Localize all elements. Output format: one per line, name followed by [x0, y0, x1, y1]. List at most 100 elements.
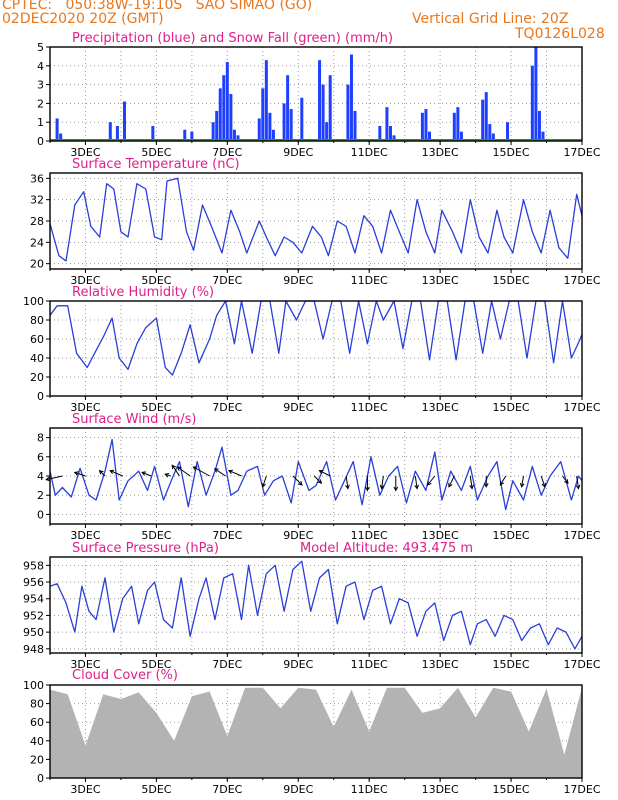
- panel-frame: [49, 172, 583, 270]
- wind-arrow-head: [45, 476, 51, 482]
- x-tick-label: 7DEC: [212, 274, 242, 287]
- precip-bar: [537, 110, 541, 141]
- wind-arrow: [562, 475, 569, 484]
- precip-bar: [183, 129, 187, 141]
- precip-bar: [222, 75, 226, 141]
- panel-title: Precipitation (blue) and Snow Fall (gree…: [72, 31, 393, 46]
- y-tick-label: 956: [23, 576, 44, 589]
- panel-title: Surface Pressure (hPa): [72, 541, 219, 556]
- panel-5: Surface Pressure (hPa) Model Altitude: 49…: [23, 541, 601, 671]
- precip-bar: [236, 135, 240, 141]
- wind-arrow: [313, 475, 322, 484]
- wind-arrow-head: [317, 479, 323, 484]
- wind-arrow: [141, 471, 152, 477]
- precip-bar: [491, 133, 495, 141]
- panel-title: Relative Humidity (%): [72, 285, 214, 300]
- wind-arrow: [193, 466, 210, 477]
- precip-bar: [349, 54, 353, 141]
- panel-4: Surface Wind (m/s) 0 2 4 6 8 3DEC 5DEC 7DEC 9DEC 1…: [37, 412, 601, 542]
- y-tick-label: 2: [37, 489, 44, 502]
- wind-arrow: [576, 475, 579, 489]
- wind-arrow-head: [261, 482, 267, 488]
- precip-bar: [452, 112, 456, 141]
- panel-frame: [49, 427, 583, 525]
- y-tick-label: 28: [30, 215, 44, 228]
- x-tick-label: 5DEC: [141, 146, 171, 159]
- precip-bar: [190, 131, 194, 141]
- series-line: [49, 300, 583, 376]
- wind-arrow-head: [483, 483, 489, 488]
- series-line: [49, 560, 583, 650]
- precip-bar: [484, 92, 488, 141]
- wind-arrow: [381, 475, 384, 489]
- precip-bar: [289, 109, 293, 141]
- precip-bar: [420, 112, 424, 141]
- y-tick-label: 20: [30, 258, 44, 271]
- wind-arrow-head: [448, 482, 453, 488]
- panel-title: Surface Temperature (nC): [72, 157, 240, 172]
- x-tick-label: 9DEC: [283, 401, 313, 414]
- precip-bar: [424, 109, 428, 141]
- precip-bar: [488, 124, 492, 141]
- x-tick-label: 7DEC: [212, 658, 242, 671]
- y-tick-label: 958: [23, 559, 44, 572]
- x-tick-label: 11DEC: [351, 658, 388, 671]
- x-tick-label: 11DEC: [351, 146, 388, 159]
- x-tick-label: 9DEC: [283, 529, 313, 542]
- wind-arrow-head: [541, 482, 547, 488]
- x-tick-label: 3DEC: [70, 401, 100, 414]
- y-tick-label: 20: [30, 371, 44, 384]
- wind-arrow: [99, 470, 106, 477]
- x-tick-label: 13DEC: [422, 274, 459, 287]
- precip-bar: [459, 131, 463, 141]
- precip-bar: [530, 65, 534, 141]
- x-tick-label: 3DEC: [70, 274, 100, 287]
- y-tick-label: 4: [37, 470, 44, 483]
- y-tick-label: 950: [23, 626, 44, 639]
- y-tick-label: 952: [23, 609, 44, 622]
- wind-arrow: [521, 475, 524, 487]
- precip-bar: [268, 112, 272, 141]
- precip-bar: [229, 94, 233, 141]
- wind-arrow: [262, 475, 267, 487]
- x-tick-label: 17DEC: [563, 146, 600, 159]
- y-tick-label: 6: [37, 451, 44, 464]
- y-tick-label: 100: [23, 679, 44, 692]
- wind-arrow: [177, 466, 191, 477]
- wind-arrow-head: [192, 466, 198, 471]
- wind-arrow-head: [469, 484, 474, 490]
- x-tick-label: 5DEC: [141, 783, 171, 796]
- panel-2: Surface Temperature (nC) 20 24 28 32 36 3DEC 5D…: [30, 157, 601, 287]
- x-tick-label: 5DEC: [141, 401, 171, 414]
- y-tick-label: 60: [30, 333, 44, 346]
- panel-title: Surface Wind (m/s): [72, 412, 196, 427]
- precip-bar: [215, 110, 219, 141]
- panel-frame: [49, 556, 583, 654]
- precip-bar: [115, 125, 119, 141]
- precip-bar: [271, 129, 275, 141]
- panel-title: Cloud Cover (%): [72, 668, 178, 683]
- wind-arrow-head: [345, 484, 350, 490]
- wind-arrow-head: [365, 486, 370, 492]
- precip-bar: [282, 103, 286, 141]
- wind-arrow-head: [213, 468, 219, 473]
- y-tick-label: 0: [37, 772, 44, 785]
- x-tick-label: 7DEC: [212, 529, 242, 542]
- x-tick-label: 5DEC: [141, 529, 171, 542]
- wind-arrow-head: [519, 482, 525, 488]
- precip-bar: [427, 131, 431, 141]
- precip-bar: [388, 125, 392, 141]
- x-tick-label: 7DEC: [212, 783, 242, 796]
- precip-bar: [211, 122, 215, 141]
- x-tick-label: 9DEC: [283, 146, 313, 159]
- precip-bar: [456, 107, 460, 141]
- x-tick-label: 3DEC: [70, 529, 100, 542]
- x-tick-label: 11DEC: [351, 783, 388, 796]
- precip-bar: [300, 97, 304, 141]
- wind-arrow-head: [227, 469, 233, 475]
- x-tick-label: 13DEC: [422, 783, 459, 796]
- precip-bar: [108, 122, 112, 141]
- precip-bar: [55, 118, 59, 141]
- header-date: 02DEC2020 20Z (GMT): [2, 11, 164, 27]
- x-tick-label: 13DEC: [422, 529, 459, 542]
